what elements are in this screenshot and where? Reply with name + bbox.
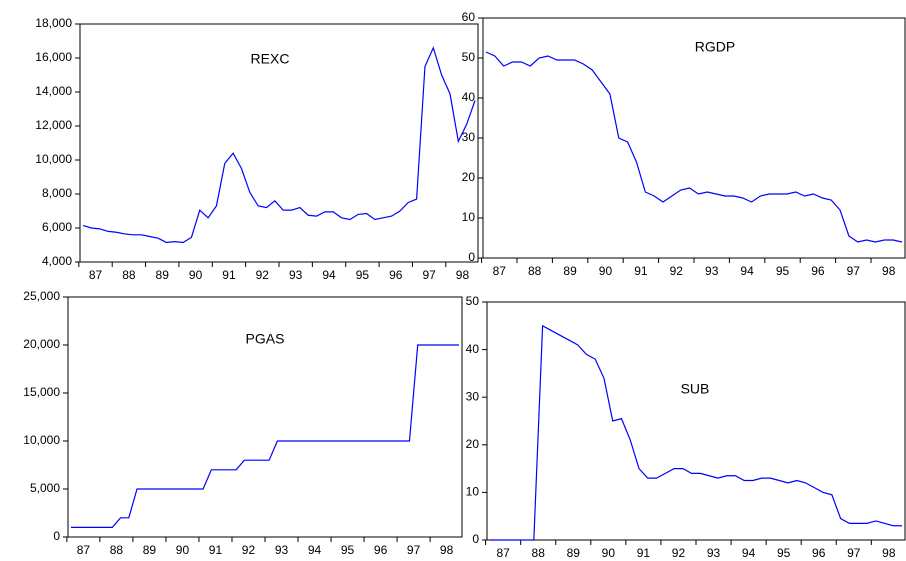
chart-title: SUB	[681, 381, 710, 397]
x-tick-label: 88	[532, 546, 546, 560]
x-tick-label: 89	[143, 543, 157, 557]
series-line	[71, 344, 459, 529]
x-tick-label: 98	[456, 268, 470, 282]
x-tick-label: 87	[89, 268, 103, 282]
y-tick-label: 0	[53, 529, 60, 543]
y-tick-label: 20	[466, 437, 480, 451]
y-tick-label: 40	[466, 342, 480, 356]
x-tick-label: 94	[308, 543, 322, 557]
x-tick-label: 89	[567, 546, 581, 560]
y-tick-label: 10,000	[35, 152, 72, 166]
x-tick-label: 93	[705, 264, 719, 278]
x-tick-label: 89	[563, 264, 577, 278]
x-tick-label: 91	[222, 268, 236, 282]
x-tick-label: 93	[289, 268, 303, 282]
x-tick-label: 95	[776, 264, 790, 278]
y-tick-label: 4,000	[42, 254, 72, 268]
y-tick-label: 30	[462, 130, 476, 144]
x-tick-label: 94	[322, 268, 336, 282]
plot-frame	[486, 301, 906, 541]
chart-title: PGAS	[246, 331, 285, 347]
x-tick-label: 93	[707, 546, 721, 560]
x-tick-label: 97	[422, 268, 436, 282]
y-tick-label: 15,000	[23, 385, 60, 399]
x-tick-label: 90	[176, 543, 190, 557]
x-tick-label: 90	[189, 268, 203, 282]
y-tick-label: 0	[468, 250, 475, 264]
x-tick-label: 90	[599, 264, 613, 278]
y-tick-label: 30	[466, 389, 480, 403]
y-tick-label: 50	[466, 294, 480, 308]
x-tick-label: 97	[847, 264, 861, 278]
y-tick-label: 20	[462, 170, 476, 184]
y-tick-label: 50	[462, 50, 476, 64]
x-tick-label: 88	[122, 268, 136, 282]
x-tick-label: 90	[602, 546, 616, 560]
x-tick-label: 98	[440, 543, 454, 557]
x-tick-label: 91	[637, 546, 651, 560]
x-tick-label: 98	[882, 546, 896, 560]
y-tick-label: 8,000	[42, 186, 72, 200]
y-tick-label: 60	[462, 10, 476, 24]
series-line	[82, 46, 476, 244]
x-tick-label: 95	[356, 268, 370, 282]
y-tick-label: 20,000	[23, 337, 60, 351]
x-tick-label: 94	[740, 264, 754, 278]
x-tick-label: 95	[341, 543, 355, 557]
x-tick-label: 92	[242, 543, 256, 557]
y-tick-label: 12,000	[35, 118, 72, 132]
y-tick-label: 6,000	[42, 220, 72, 234]
x-tick-label: 96	[812, 546, 826, 560]
x-tick-label: 92	[256, 268, 270, 282]
y-tick-label: 18,000	[35, 16, 72, 30]
x-tick-label: 91	[209, 543, 223, 557]
y-tick-label: 0	[472, 532, 479, 546]
x-tick-label: 96	[811, 264, 825, 278]
y-tick-label: 14,000	[35, 84, 72, 98]
x-tick-label: 94	[742, 546, 756, 560]
y-tick-label: 10,000	[23, 433, 60, 447]
chart-title: REXC	[251, 51, 290, 67]
x-tick-label: 87	[496, 546, 510, 560]
x-tick-label: 98	[882, 264, 896, 278]
y-tick-label: 40	[462, 90, 476, 104]
y-tick-label: 10	[466, 485, 480, 499]
x-tick-label: 92	[670, 264, 684, 278]
x-tick-label: 87	[77, 543, 91, 557]
y-tick-label: 10	[462, 210, 476, 224]
x-tick-label: 97	[847, 546, 861, 560]
x-tick-label: 87	[493, 264, 507, 278]
x-tick-label: 92	[672, 546, 686, 560]
series-line	[485, 51, 903, 243]
x-tick-label: 91	[634, 264, 648, 278]
y-tick-label: 16,000	[35, 50, 72, 64]
x-tick-label: 96	[389, 268, 403, 282]
x-tick-label: 97	[407, 543, 421, 557]
x-tick-label: 93	[275, 543, 289, 557]
chart-title: RGDP	[695, 39, 735, 55]
x-tick-label: 95	[777, 546, 791, 560]
y-tick-label: 5,000	[30, 481, 60, 495]
x-tick-label: 89	[156, 268, 170, 282]
series-line	[490, 324, 902, 541]
y-tick-label: 25,000	[23, 289, 60, 303]
x-tick-label: 88	[110, 543, 124, 557]
x-tick-label: 96	[374, 543, 388, 557]
x-tick-label: 88	[528, 264, 542, 278]
